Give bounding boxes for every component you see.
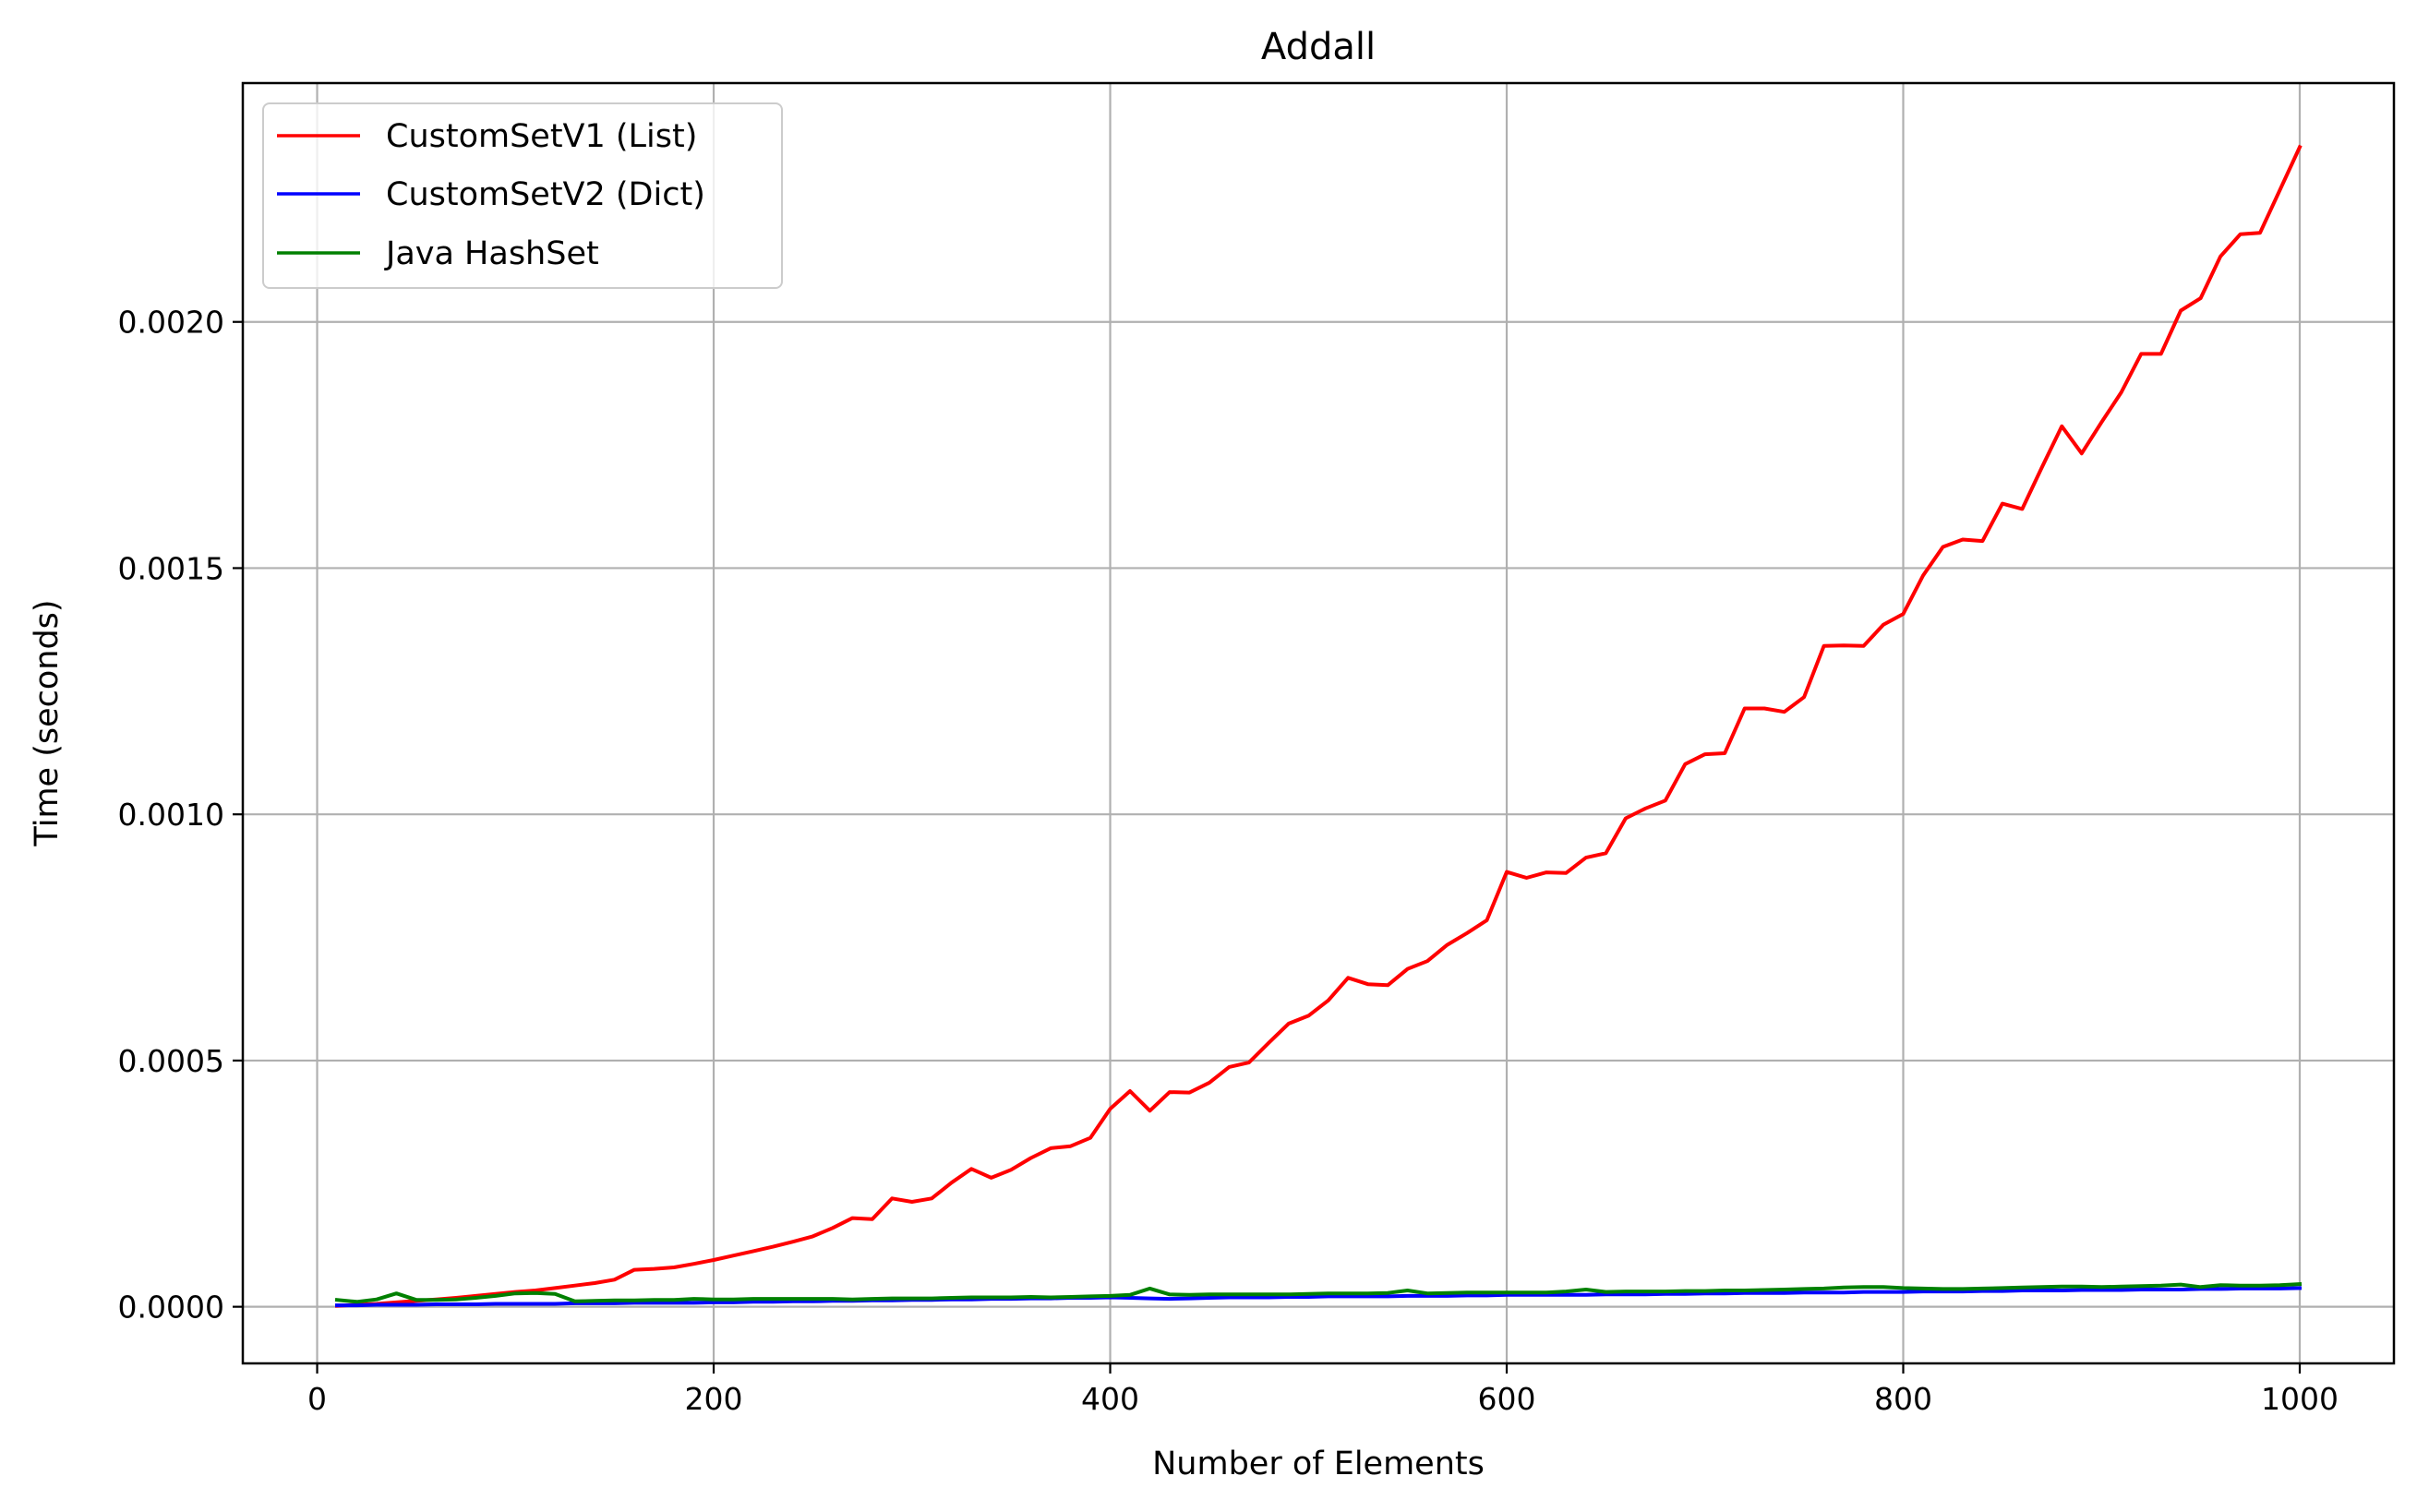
plot-frame — [241, 81, 2396, 1365]
y-tick-label: 0.0010 — [118, 797, 224, 833]
chart-title: Addall — [1261, 26, 1376, 68]
grid — [243, 83, 2394, 1363]
legend-label-customsetv2: CustomSetV2 (Dict) — [386, 176, 705, 213]
series-line-java-hashset — [334, 1282, 2303, 1304]
series-line-customsetv1-list — [334, 144, 2303, 1308]
x-tick-label: 600 — [1478, 1381, 1536, 1417]
y-tick-label: 0.0000 — [118, 1290, 224, 1326]
axis-ticks: 0 200 400 600 800 1000 0.0000 0.0005 0.0010 0.001… — [118, 305, 2339, 1417]
x-tick-label: 1000 — [2261, 1381, 2339, 1417]
y-tick-label: 0.0020 — [118, 305, 224, 341]
x-tick-label: 0 — [307, 1381, 327, 1417]
y-tick-label: 0.0005 — [118, 1043, 224, 1079]
y-axis-label: Time (seconds) — [29, 599, 66, 846]
y-tick-label: 0.0015 — [118, 550, 224, 586]
data-series — [334, 144, 2303, 1308]
x-tick-label: 400 — [1081, 1381, 1139, 1417]
series-line-customsetv2-dict — [335, 1286, 2303, 1308]
legend-label-customsetv1: CustomSetV1 (List) — [386, 118, 697, 155]
x-tick-label: 800 — [1874, 1381, 1932, 1417]
legend: CustomSetV1 (List) CustomSetV2 (Dict) Ja… — [262, 102, 783, 289]
x-axis-label: Number of Elements — [1152, 1446, 1485, 1482]
x-tick-label: 200 — [685, 1381, 743, 1417]
legend-label-java-hashset: Java HashSet — [384, 235, 599, 272]
legend-box — [262, 102, 783, 289]
